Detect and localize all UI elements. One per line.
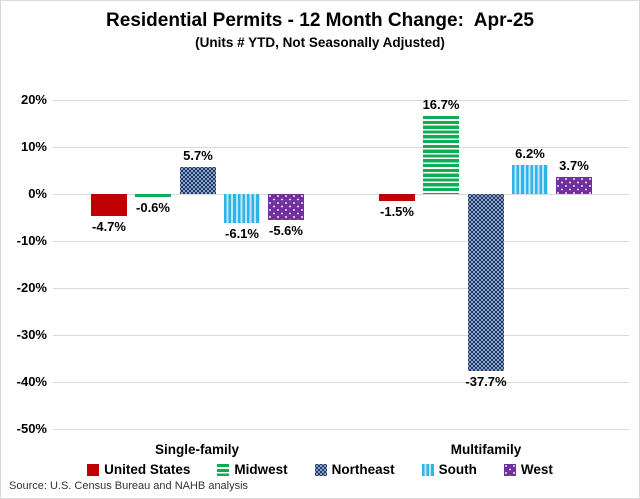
bar-west-single-family: [268, 194, 304, 220]
bar-value-label: 16.7%: [422, 97, 460, 112]
bar-value-label: -0.6%: [136, 200, 170, 215]
source-note: Source: U.S. Census Bureau and NAHB anal…: [9, 480, 249, 492]
legend-item-west: West: [503, 462, 553, 477]
y-tick-label: -50%: [16, 421, 47, 436]
bar-northeast-multifamily: [468, 194, 504, 371]
y-tick-label: -30%: [16, 327, 47, 342]
bar-midwest-multifamily: [423, 116, 459, 194]
bar-value-label: -37.7%: [465, 374, 507, 389]
gridline: [53, 335, 629, 336]
legend-swatch-icon: [217, 463, 230, 476]
gridline: [53, 147, 629, 148]
bar-value-label: -1.5%: [380, 204, 414, 219]
legend-swatch-icon: [314, 463, 327, 476]
bar-midwest-single-family: [135, 194, 171, 197]
legend-item-northeast: Northeast: [314, 462, 395, 477]
bar-value-label: 3.7%: [559, 158, 589, 173]
bar-west-multifamily: [556, 177, 592, 194]
category-label-single-family: Single-family: [154, 442, 240, 457]
y-tick-label: 10%: [20, 139, 47, 154]
legend-swatch-icon: [503, 463, 516, 476]
legend-label: Midwest: [234, 462, 288, 477]
gridline: [53, 194, 629, 195]
bar-value-label: -6.1%: [225, 226, 259, 241]
legend-label: South: [438, 462, 477, 477]
y-tick-label: 0%: [28, 186, 47, 201]
y-tick-label: -40%: [16, 374, 47, 389]
gridline: [53, 382, 629, 383]
legend-label: United States: [104, 462, 191, 477]
y-tick-label: -20%: [16, 280, 47, 295]
bar-value-label: 6.2%: [515, 146, 545, 161]
legend-swatch-icon: [87, 463, 100, 476]
legend-label: Northeast: [331, 462, 395, 477]
y-tick-label: 20%: [20, 92, 47, 107]
legend-swatch-icon: [421, 463, 434, 476]
bar-united-states-multifamily: [379, 194, 415, 201]
chart-subtitle: (Units # YTD, Not Seasonally Adjusted): [195, 35, 445, 50]
legend-label: West: [520, 462, 553, 477]
chart-title: Residential Permits - 12 Month Change: A…: [106, 10, 534, 31]
legend-item-united-states: United States: [87, 462, 190, 477]
bar-value-label: 5.7%: [183, 148, 213, 163]
bar-united-states-single-family: [91, 194, 127, 216]
bar-value-label: -5.6%: [269, 223, 303, 238]
category-label-multifamily: Multifamily: [450, 442, 522, 457]
y-tick-label: -10%: [16, 233, 47, 248]
bar-south-single-family: [224, 194, 260, 223]
gridline: [53, 100, 629, 101]
gridline: [53, 429, 629, 430]
gridline: [53, 288, 629, 289]
legend: United States Midwest Northeast South West: [1, 462, 639, 477]
bar-northeast-single-family: [180, 167, 216, 194]
bar-south-multifamily: [512, 165, 548, 194]
bar-value-label: -4.7%: [92, 219, 126, 234]
legend-item-midwest: Midwest: [217, 462, 288, 477]
legend-item-south: South: [421, 462, 477, 477]
gridline: [53, 241, 629, 242]
